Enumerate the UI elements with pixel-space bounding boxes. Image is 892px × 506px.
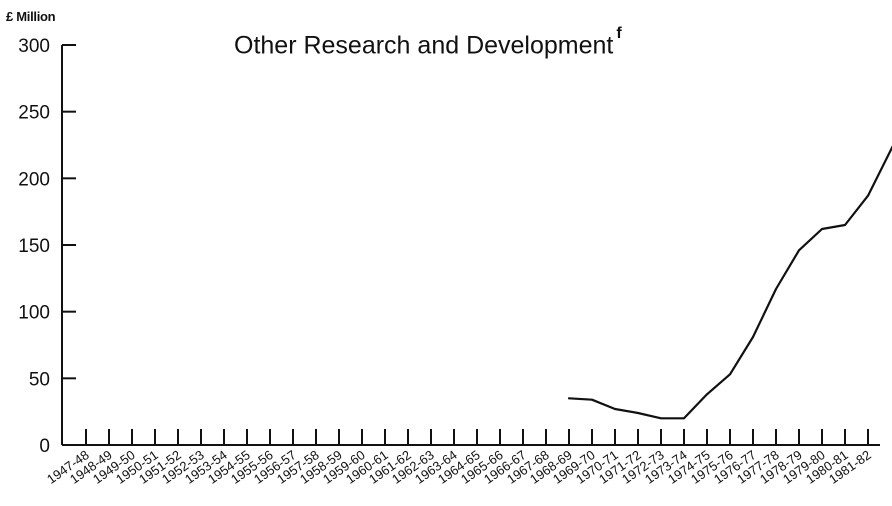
data-point	[729, 373, 731, 376]
data-point	[844, 224, 846, 226]
chart-title: Other Research and Development f	[234, 25, 622, 60]
data-point	[591, 398, 593, 401]
data-point	[660, 417, 662, 420]
chart-title-footnote: f	[616, 25, 622, 42]
data-point	[775, 288, 777, 290]
y-tick-label: 300	[18, 36, 50, 57]
y-axis-label: £ Million	[6, 9, 56, 24]
y-tick-label: 100	[18, 303, 50, 324]
y-tick-label: 50	[29, 369, 50, 390]
y-tick-label: 150	[18, 236, 50, 257]
data-point	[752, 336, 754, 338]
data-point	[798, 249, 800, 252]
y-ticks: 0 50 100 150 200 250 300	[18, 36, 76, 457]
data-point	[706, 393, 708, 396]
y-tick-label: 200	[18, 169, 50, 190]
data-point	[614, 408, 616, 410]
series-line	[567, 145, 892, 420]
data-point	[867, 194, 869, 197]
axes	[61, 45, 880, 446]
series-lines	[567, 145, 892, 420]
y-tick-label: 0	[39, 436, 50, 457]
chart-title-text: Other Research and Development	[234, 31, 614, 60]
data-point	[683, 417, 685, 420]
data-point	[568, 397, 570, 400]
data-point	[637, 412, 639, 414]
data-point	[821, 228, 823, 230]
x-ticks: 1947-481948-491949-501950-511951-521952-…	[44, 429, 874, 487]
y-tick-label: 250	[18, 103, 50, 124]
